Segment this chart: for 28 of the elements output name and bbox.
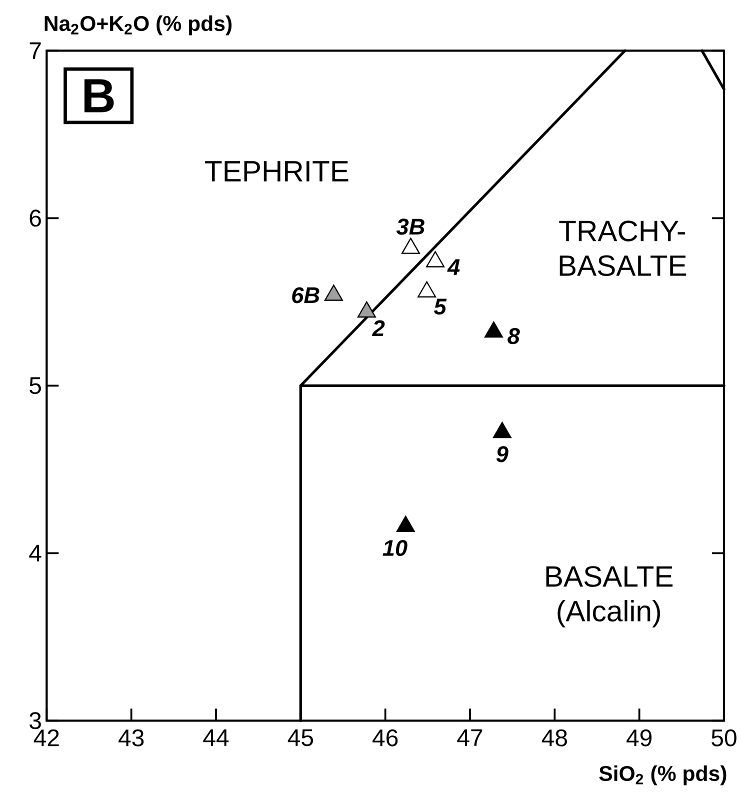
x-tick-label: 47 (457, 729, 482, 746)
x-tick-label: 45 (288, 729, 313, 746)
y-tick-label: 6 (30, 210, 41, 227)
x-tick-label: 43 (118, 729, 144, 746)
y-tick-label: 7 (30, 42, 41, 59)
series-label: 4 (447, 259, 460, 275)
series-label: 8 (508, 328, 520, 344)
x-tick-label: 49 (626, 729, 652, 746)
series-label: 5 (434, 298, 447, 315)
annotation: B (84, 79, 114, 112)
x-axis-title: SiO$_{2}$ (% pds) (599, 765, 726, 786)
series-label: 3B (396, 218, 424, 235)
y-tick-label: 4 (29, 544, 42, 562)
annotation: BASALTE (Alcalin) (546, 566, 673, 628)
series-label: 2 (372, 320, 385, 336)
series-label: 9 (496, 446, 508, 462)
y-tick-label: 5 (30, 377, 41, 394)
series-label: 6B (292, 287, 320, 304)
x-tick-label: 48 (542, 729, 567, 746)
x-tick-label: 50 (712, 729, 736, 746)
x-tick-label: 46 (372, 729, 398, 746)
annotation: TEPHRITE (205, 161, 348, 182)
x-tick-label: 42 (34, 729, 59, 746)
y-tick-label: 3 (30, 712, 41, 730)
x-tick-label: 44 (203, 729, 229, 746)
annotation: TRACHY-BASALTE (559, 220, 686, 276)
y-axis-title: Na$_{2}$O+K$_{2}$O (% pds) (44, 15, 232, 36)
series-label: 10 (382, 540, 408, 556)
